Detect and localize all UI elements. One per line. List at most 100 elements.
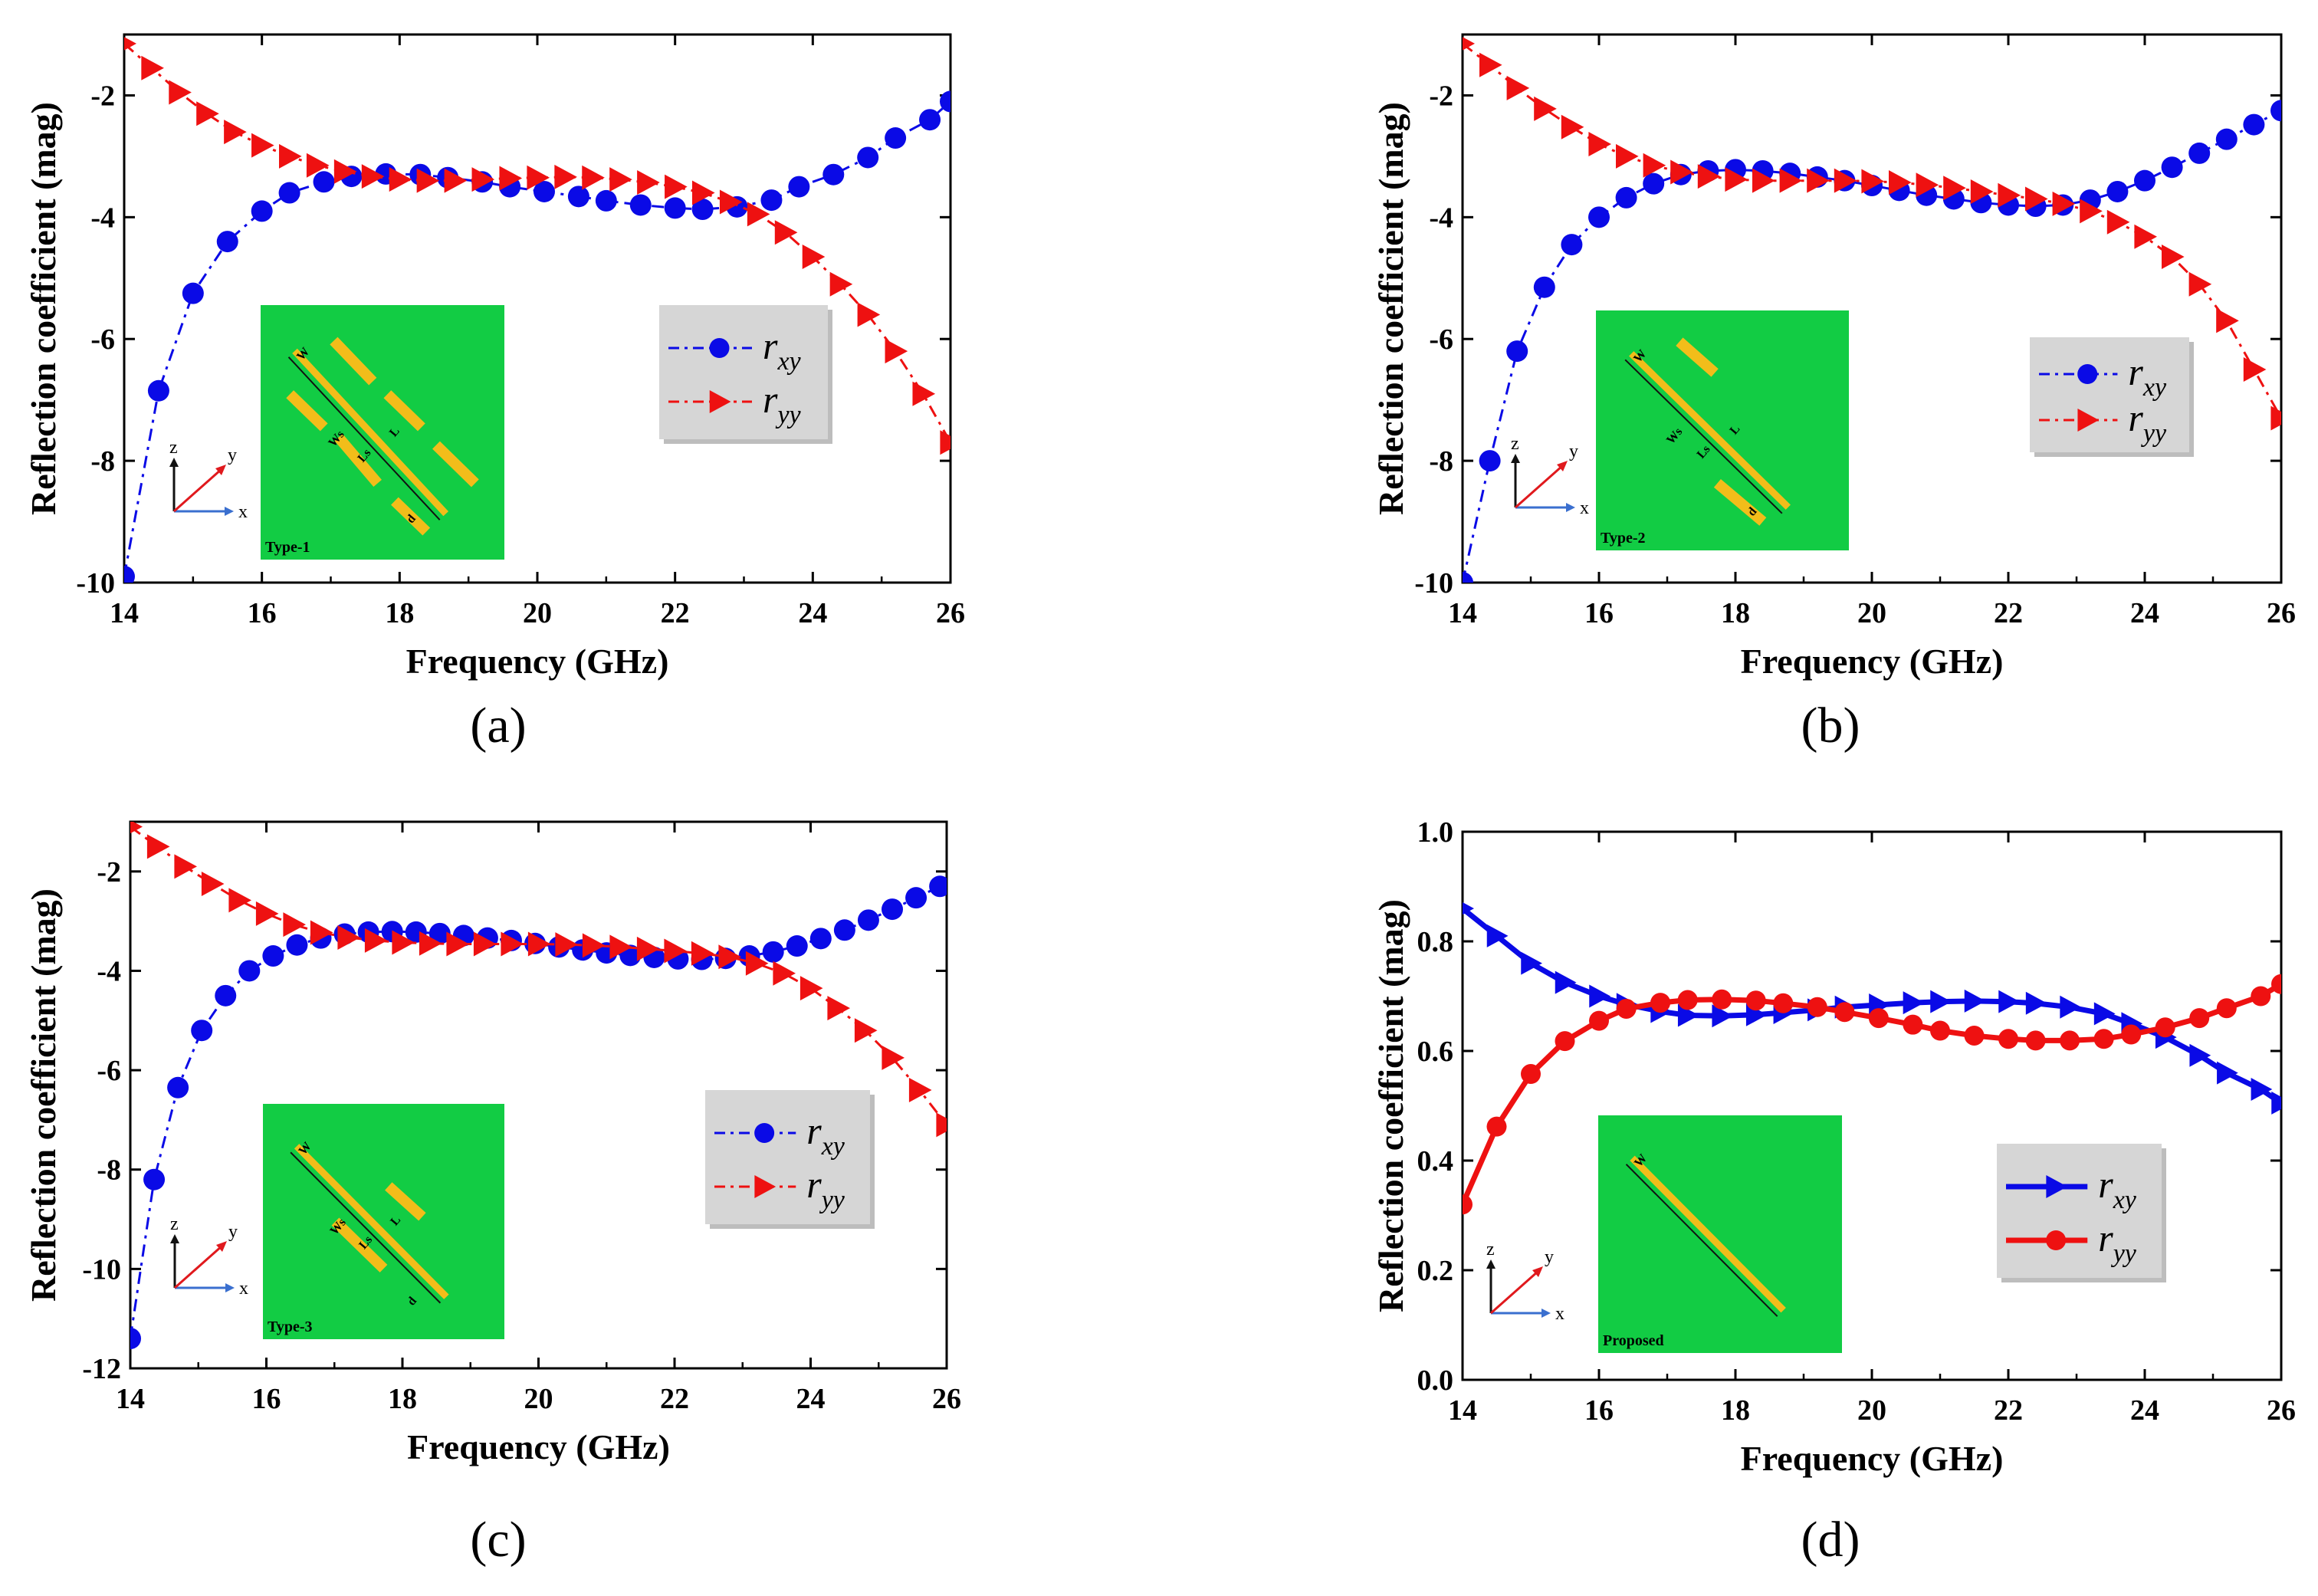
data-point-xy [2134,169,2155,192]
data-point-yy [201,872,225,897]
data-point-yy [2121,1024,2142,1045]
data-point-xy [629,194,652,216]
data-point-yy [2080,199,2103,224]
data-point-yy [745,951,769,976]
x-tick-label: 14 [1448,597,1477,629]
x-axis-title: Frequency (GHz) [1741,1439,2004,1478]
data-point-yy [718,944,741,970]
data-point-yy [1463,1194,1473,1215]
data-point-xy [1555,970,1577,994]
data-point-yy [2216,308,2239,333]
y-arrowhead [1532,1266,1543,1277]
main-strip [1629,351,1791,510]
data-point-xy [130,1328,141,1350]
data-point-yy [306,153,330,178]
axes-triad: x y z [169,438,248,522]
x-tick-label: 24 [2130,1394,2159,1427]
data-point-yy [224,120,247,145]
data-point-yy [499,166,523,191]
x-tick-label: 20 [523,597,552,629]
data-point-xy [143,1168,166,1190]
data-point-yy [1643,153,1666,178]
x-tick-label: 18 [385,597,414,629]
y-tick-label: -6 [90,323,115,356]
z-arrowhead [169,458,179,467]
data-point-yy [1650,993,1671,1013]
chart-panel-a: 14 16 18 20 22 24 26 -10 -8 -6 -4 -2 Frequency (GHz)… [24,33,965,754]
data-point-xy [1521,951,1542,975]
data-point-yy [1773,993,1794,1013]
data-point-yy [392,930,415,955]
data-point-yy [582,933,606,958]
data-point-yy [2271,974,2281,994]
legend-marker-yy [2046,1230,2067,1250]
data-point-yy [1589,1010,1609,1031]
data-point-xy [2270,100,2281,122]
data-point-xy [567,186,589,208]
legend-box [1997,1144,2162,1278]
data-point-yy [940,430,951,455]
main-strip [294,1144,449,1299]
plot-frame [1461,830,2283,1381]
legend-subscript: yy [819,1186,845,1214]
x-tick-label: 26 [932,1383,961,1415]
data-point-xy [760,189,783,212]
strip-segment [1676,337,1719,377]
axis-letter-y: y [228,1222,238,1242]
data-point-yy [664,938,687,964]
inset-background [263,1104,504,1339]
data-point-yy [2270,406,2281,431]
x-axis-title: Frequency (GHz) [407,1427,670,1466]
data-point-yy [1521,1064,1541,1085]
data-point-yy [2188,271,2212,297]
y-axis-arrow [173,468,222,513]
legend-box [705,1090,870,1224]
data-point-yy [1889,170,1912,195]
data-point-yy [251,133,274,158]
axis-letter-y: y [1545,1247,1554,1267]
legend-label-yy: ryy [806,1163,845,1214]
data-point-xy [1533,276,1555,298]
data-point-yy [1712,989,1732,1010]
data-point-xy [262,945,284,967]
chart-panel-c: 14 16 18 20 22 24 26 -12 -10 -8 -6 -4 -2 Frequency (G… [24,820,961,1568]
strip-segment [432,441,479,488]
data-point-yy [2134,224,2157,249]
data-point-yy [130,822,143,834]
x-tick-label: 16 [252,1383,281,1415]
data-point-xy [215,984,237,1007]
data-point-yy [279,143,302,169]
data-point-yy [364,928,388,953]
panel-label: (d) [1801,1512,1860,1568]
data-point-yy [444,168,468,193]
z-arrowhead [1486,1259,1496,1269]
legend-symbol: r [763,324,778,367]
y-axis-title: Reflection coefficient (mag) [1371,102,1410,515]
legend-marker-xy [2046,1175,2068,1198]
data-point-yy [912,381,936,406]
data-point-yy [1998,182,2021,208]
data-point-yy [196,101,219,126]
legend-symbol: r [2098,1163,2113,1206]
axis-letter-z: z [169,438,178,458]
legend-label-xy: rxy [2128,350,2167,402]
y-tick-label: -10 [76,567,115,599]
dim-line-L [1624,359,1783,514]
data-point-xy [788,176,810,198]
legend-marker-xy [2077,364,2098,384]
data-point-yy [1616,143,1639,169]
data-point-xy [2025,991,2047,1015]
data-point-yy [799,976,823,1001]
data-point-xy [2251,1078,2273,1102]
data-point-yy [636,936,660,961]
axis-letter-z: z [1511,434,1519,454]
data-point-yy [747,202,770,227]
axis-letter-x: x [1580,498,1589,518]
legend-symbol: r [2128,396,2143,439]
data-point-yy [2052,191,2076,216]
y-axis-arrow [1515,464,1564,509]
legend-subscript: yy [775,401,801,429]
